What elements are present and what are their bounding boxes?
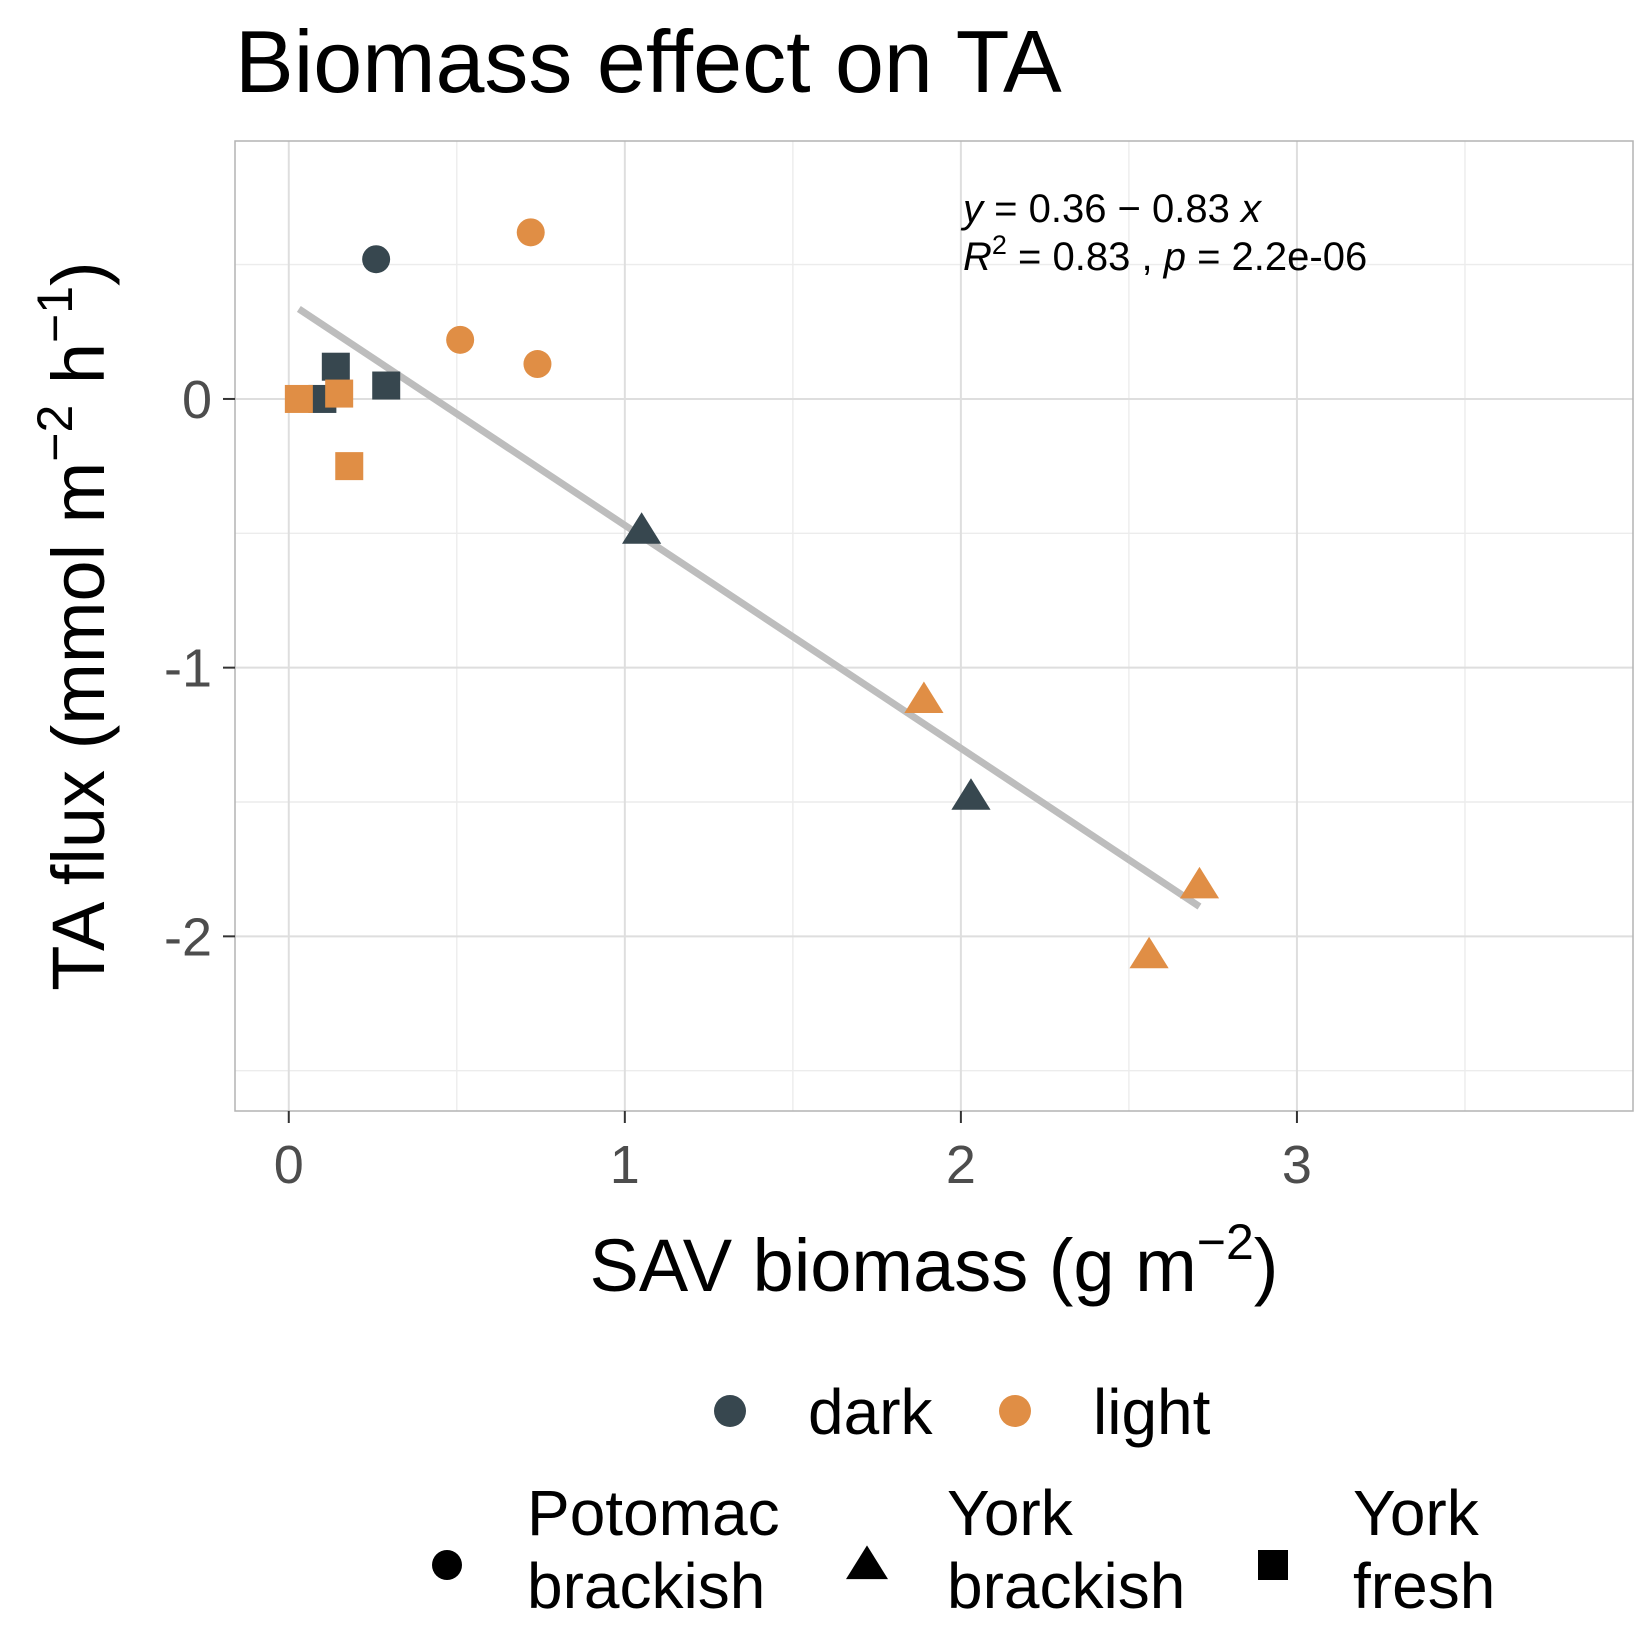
grid-major (235, 141, 1633, 1111)
y-axis-label-part-1: TA flux (mmol m (37, 462, 120, 991)
data-point (335, 452, 364, 481)
data-point (622, 512, 662, 544)
legend-label-light: light (1093, 1376, 1211, 1448)
equation-r-sup: 2 (992, 230, 1007, 260)
y-axis-label-sup-1: −2 (27, 405, 83, 462)
legend-label-dark: dark (808, 1376, 934, 1448)
equation-p-value: = 2.2e-06 (1186, 235, 1367, 279)
grid-minor (235, 141, 1633, 1111)
legend-key-circle (432, 1550, 462, 1580)
equation-line-1: y = 0.36 − 0.83 x (960, 187, 1263, 231)
x-tick-label: 1 (610, 1135, 640, 1195)
y-axis: 0 -1 -2 (164, 370, 235, 967)
data-point (446, 325, 475, 354)
equation-r-value: = 0.83 , (1007, 235, 1164, 279)
y-tick-label: -2 (164, 907, 212, 967)
data-point (321, 352, 350, 381)
x-tick-label: 3 (1282, 1135, 1312, 1195)
data-point (1179, 866, 1220, 899)
data-point (325, 379, 354, 408)
equation-line-2: R2 = 0.83 , p = 2.2e-06 (963, 230, 1367, 279)
chart-title: Biomass effect on TA (235, 12, 1062, 111)
legend-label-site: York fresh (1353, 1477, 1495, 1622)
equation-body: = 0.36 − 0.83 (983, 187, 1241, 231)
x-tick-label: 2 (946, 1135, 976, 1195)
y-tick-label: -1 (164, 639, 212, 699)
y-axis-label-sup-2: −1 (27, 286, 83, 343)
plot-panel (235, 141, 1633, 1111)
x-tick-label: 0 (274, 1135, 304, 1195)
equation-y: y (960, 187, 986, 231)
equation-p: p (1163, 235, 1186, 279)
data-point (284, 384, 313, 413)
data-point (951, 778, 991, 810)
legend-key-dark (714, 1395, 746, 1427)
data-point (1129, 936, 1169, 969)
legend-key-light (999, 1395, 1031, 1427)
y-tick-label: 0 (182, 370, 212, 430)
data-point (523, 350, 552, 379)
data-point (372, 371, 401, 400)
equation-r: R (963, 235, 992, 279)
legend-label-site: Potomac brackish (527, 1477, 780, 1622)
legend-key-square (1258, 1550, 1288, 1580)
x-axis-label-tail: ) (1254, 1224, 1279, 1307)
x-axis-label-base: SAV biomass (g m (590, 1224, 1197, 1307)
legend-label-site: York brackish (947, 1477, 1185, 1622)
equation-x: x (1239, 187, 1263, 231)
y-axis-label: TA flux (mmol m−2 h−1) (27, 261, 120, 990)
x-axis-label-sup: −2 (1197, 1214, 1254, 1270)
plot-panel-border (234, 140, 1634, 1112)
data-point (904, 681, 944, 714)
data-point (516, 218, 545, 247)
legend-key-triangle (846, 1545, 888, 1580)
x-axis: 0 1 2 3 (274, 1111, 1312, 1195)
y-axis-label-part-2: h (37, 343, 120, 405)
data-point (362, 245, 391, 274)
equation-annotation: y = 0.36 − 0.83 x R2 = 0.83 , p = 2.2e-0… (960, 187, 1367, 279)
y-axis-label-part-3: ) (37, 261, 120, 286)
x-axis-label: SAV biomass (g m−2) (590, 1214, 1279, 1307)
legend: dark light Potomac brackish York brackish York… (432, 1376, 1495, 1622)
data-points (284, 218, 1220, 969)
regression-line (296, 305, 1202, 910)
